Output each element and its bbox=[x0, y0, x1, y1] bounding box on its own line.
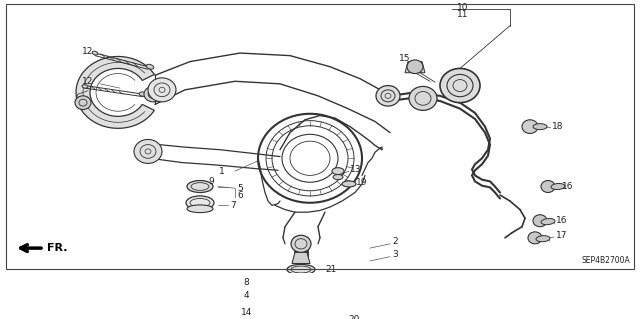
Ellipse shape bbox=[551, 183, 565, 189]
Text: 7: 7 bbox=[230, 201, 236, 210]
Text: 5: 5 bbox=[237, 184, 243, 193]
Polygon shape bbox=[405, 62, 425, 73]
Ellipse shape bbox=[333, 174, 343, 180]
Ellipse shape bbox=[146, 64, 154, 69]
Text: 18: 18 bbox=[552, 122, 563, 131]
Ellipse shape bbox=[288, 315, 314, 319]
Text: 8: 8 bbox=[243, 278, 249, 287]
Text: 15: 15 bbox=[399, 54, 410, 63]
Text: 2: 2 bbox=[392, 237, 397, 246]
Circle shape bbox=[134, 139, 162, 163]
Text: 6: 6 bbox=[237, 190, 243, 200]
Ellipse shape bbox=[82, 85, 88, 88]
Circle shape bbox=[376, 85, 400, 106]
Ellipse shape bbox=[533, 124, 547, 130]
Ellipse shape bbox=[342, 181, 356, 187]
Text: SEP4B2700A: SEP4B2700A bbox=[581, 256, 630, 265]
Text: 17: 17 bbox=[556, 231, 568, 240]
Circle shape bbox=[541, 181, 555, 192]
Text: 10: 10 bbox=[457, 3, 468, 12]
Polygon shape bbox=[292, 252, 310, 263]
Circle shape bbox=[528, 232, 542, 244]
Ellipse shape bbox=[286, 305, 316, 316]
Text: 13: 13 bbox=[350, 165, 362, 174]
Circle shape bbox=[144, 86, 162, 102]
Text: 16: 16 bbox=[562, 182, 573, 191]
Ellipse shape bbox=[139, 92, 147, 96]
Circle shape bbox=[440, 69, 480, 103]
Ellipse shape bbox=[186, 196, 214, 210]
Text: 12: 12 bbox=[82, 47, 93, 56]
Circle shape bbox=[409, 86, 437, 110]
Text: 9: 9 bbox=[208, 177, 214, 186]
Text: 4: 4 bbox=[243, 291, 249, 300]
Circle shape bbox=[148, 78, 176, 102]
Ellipse shape bbox=[282, 294, 320, 305]
Circle shape bbox=[533, 215, 547, 227]
Circle shape bbox=[291, 235, 311, 252]
Text: 3: 3 bbox=[392, 249, 397, 259]
Ellipse shape bbox=[286, 275, 316, 286]
Polygon shape bbox=[76, 56, 154, 128]
Text: 1: 1 bbox=[220, 167, 225, 176]
Ellipse shape bbox=[283, 282, 319, 291]
Text: 12: 12 bbox=[82, 77, 93, 86]
Polygon shape bbox=[281, 286, 321, 300]
Ellipse shape bbox=[187, 181, 213, 192]
Ellipse shape bbox=[541, 219, 555, 225]
Text: 21: 21 bbox=[325, 265, 337, 274]
Text: FR.: FR. bbox=[47, 243, 67, 253]
Ellipse shape bbox=[187, 205, 213, 212]
Ellipse shape bbox=[92, 51, 98, 55]
Ellipse shape bbox=[287, 264, 315, 275]
Text: 20: 20 bbox=[348, 315, 360, 319]
Circle shape bbox=[522, 120, 538, 133]
Ellipse shape bbox=[321, 316, 339, 319]
Text: 14: 14 bbox=[241, 308, 252, 317]
Circle shape bbox=[407, 60, 423, 74]
Text: 11: 11 bbox=[457, 10, 468, 19]
Ellipse shape bbox=[332, 168, 344, 174]
Ellipse shape bbox=[536, 236, 550, 242]
Circle shape bbox=[75, 96, 91, 109]
Text: 19: 19 bbox=[356, 178, 367, 187]
Text: 16: 16 bbox=[556, 216, 568, 225]
